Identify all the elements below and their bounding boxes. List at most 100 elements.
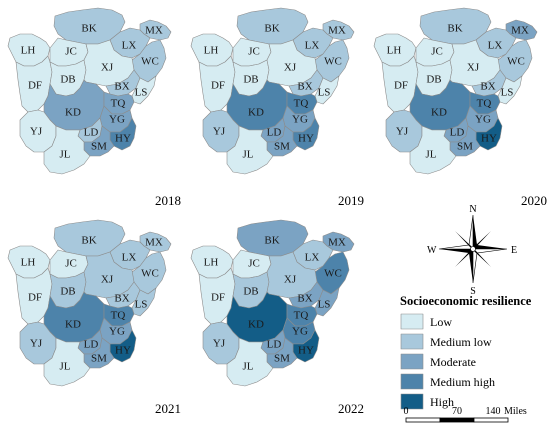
region-labels: BK MX LH JC LX WC DF DB XJ BX LS KD TQ Y… <box>21 235 163 373</box>
region-label: BK <box>447 23 462 35</box>
compass-s: S <box>470 286 476 297</box>
region-label: DF <box>28 292 42 304</box>
region-label: LS <box>501 87 514 99</box>
region-label: YJ <box>213 126 226 138</box>
year-label-2018: 2018 <box>155 193 181 208</box>
region-label: JL <box>60 361 71 373</box>
region-label: LS <box>135 87 148 99</box>
region-label: XJ <box>101 62 114 74</box>
region-label: KD <box>431 107 447 119</box>
region-label: LD <box>84 127 99 139</box>
map-2020: BK MX LH JC LX WC DF DB XJ BX LS KD TQ Y… <box>373 7 538 175</box>
region-labels: BK MX LH JC LX WC DF DB XJ BX LS KD TQ Y… <box>204 235 346 373</box>
region-label: DF <box>28 80 42 92</box>
region-label: LH <box>21 257 36 269</box>
region-label: XJ <box>467 62 480 74</box>
region-label: DF <box>394 80 408 92</box>
north-arrow-icon: N S E W <box>427 204 517 297</box>
region-label: BX <box>114 81 129 93</box>
region-label: KD <box>65 319 81 331</box>
region-label: LS <box>318 87 331 99</box>
region-jl <box>226 125 274 175</box>
region-label: LX <box>122 40 137 52</box>
region-labels: BK MX LH JC LX WC DF DB XJ BX LS KD TQ Y… <box>387 23 529 161</box>
region-label: BK <box>264 23 279 35</box>
region-label: TQ <box>111 98 126 110</box>
region-label: WC <box>324 56 342 68</box>
region-label: LD <box>84 339 99 351</box>
region-label: SM <box>274 141 290 153</box>
scale-unit: Miles <box>504 406 527 417</box>
region-label: BK <box>81 235 96 247</box>
legend-label-mlow: Medium low <box>430 335 492 349</box>
year-label-2022: 2022 <box>338 401 364 416</box>
region-label: XJ <box>284 274 297 286</box>
region-label: WC <box>507 56 525 68</box>
legend-swatch-mlow <box>400 333 424 350</box>
region-label: LH <box>387 45 402 57</box>
region-label: BX <box>297 81 312 93</box>
region-label: JC <box>431 46 443 58</box>
legend-swatch-mhigh <box>400 373 424 390</box>
region-label: WC <box>141 268 159 280</box>
year-label-2020: 2020 <box>521 193 547 208</box>
region-label: JL <box>243 361 254 373</box>
region-label: MX <box>328 25 346 37</box>
region-label: DF <box>211 292 225 304</box>
legend-swatch-low <box>400 313 424 330</box>
region-jl <box>43 125 91 175</box>
region-label: DB <box>60 74 75 86</box>
region-label: YG <box>292 114 308 126</box>
region-label: JL <box>60 149 71 161</box>
region-label: TQ <box>294 310 309 322</box>
region-label: JC <box>65 46 77 58</box>
region-label: LD <box>267 127 282 139</box>
region-label: MX <box>511 25 529 37</box>
map-2021: BK MX LH JC LX WC DF DB XJ BX LS KD TQ Y… <box>7 219 172 387</box>
region-label: DF <box>211 80 225 92</box>
legend-label-mhigh: Medium high <box>430 375 495 389</box>
scale-tick-140: 140 <box>486 406 501 417</box>
region-label: SM <box>457 141 473 153</box>
region-label: YG <box>109 114 125 126</box>
legend-label-low: Low <box>430 315 452 329</box>
region-label: LS <box>318 299 331 311</box>
legend-title: Socioeconomic resilience <box>400 294 532 308</box>
map-2022: BK MX LH JC LX WC DF DB XJ BX LS KD TQ Y… <box>190 219 355 387</box>
region-label: TQ <box>111 310 126 322</box>
region-label: MX <box>145 237 163 249</box>
map-2019: BK MX LH JC LX WC DF DB XJ BX LS KD TQ Y… <box>190 7 355 175</box>
region-label: LX <box>488 40 503 52</box>
region-label: SM <box>91 141 107 153</box>
year-label-2021: 2021 <box>155 401 181 416</box>
map-2019-regions: BK MX LH JC LX WC DF DB XJ BX LS KD TQ Y… <box>190 7 355 175</box>
legend: Socioeconomic resilience Low Medium low … <box>400 294 532 410</box>
region-labels: BK MX LH JC LX WC DF DB XJ BX LS KD TQ Y… <box>21 23 163 161</box>
region-label: DB <box>243 286 258 298</box>
region-label: BK <box>264 235 279 247</box>
compass-n: N <box>469 204 476 215</box>
map-2022-regions: BK MX LH JC LX WC DF DB XJ BX LS KD TQ Y… <box>190 219 355 387</box>
region-label: KD <box>248 107 264 119</box>
legend-swatch-mod <box>400 353 424 370</box>
region-label: TQ <box>477 98 492 110</box>
map-2018-regions: BK MX LH JC LX WC DF DB XJ BX LS KD TQ Y… <box>7 7 172 175</box>
region-label: DB <box>243 74 258 86</box>
region-label: LX <box>122 252 137 264</box>
region-label: YJ <box>213 338 226 350</box>
map-2018: BK MX LH JC LX WC DF DB XJ BX LS KD TQ Y… <box>7 7 172 175</box>
region-label: BX <box>297 293 312 305</box>
region-label: LS <box>135 299 148 311</box>
region-jl <box>43 337 91 387</box>
region-label: MX <box>145 25 163 37</box>
region-label: LX <box>305 40 320 52</box>
region-label: JC <box>65 258 77 270</box>
region-label: WC <box>324 268 342 280</box>
region-label: DB <box>426 74 441 86</box>
region-labels: BK MX LH JC LX WC DF DB XJ BX LS KD TQ Y… <box>204 23 346 161</box>
region-label: BX <box>114 293 129 305</box>
region-label: YG <box>109 326 125 338</box>
region-jl <box>409 125 457 175</box>
region-label: YJ <box>30 338 43 350</box>
region-label: XJ <box>101 274 114 286</box>
